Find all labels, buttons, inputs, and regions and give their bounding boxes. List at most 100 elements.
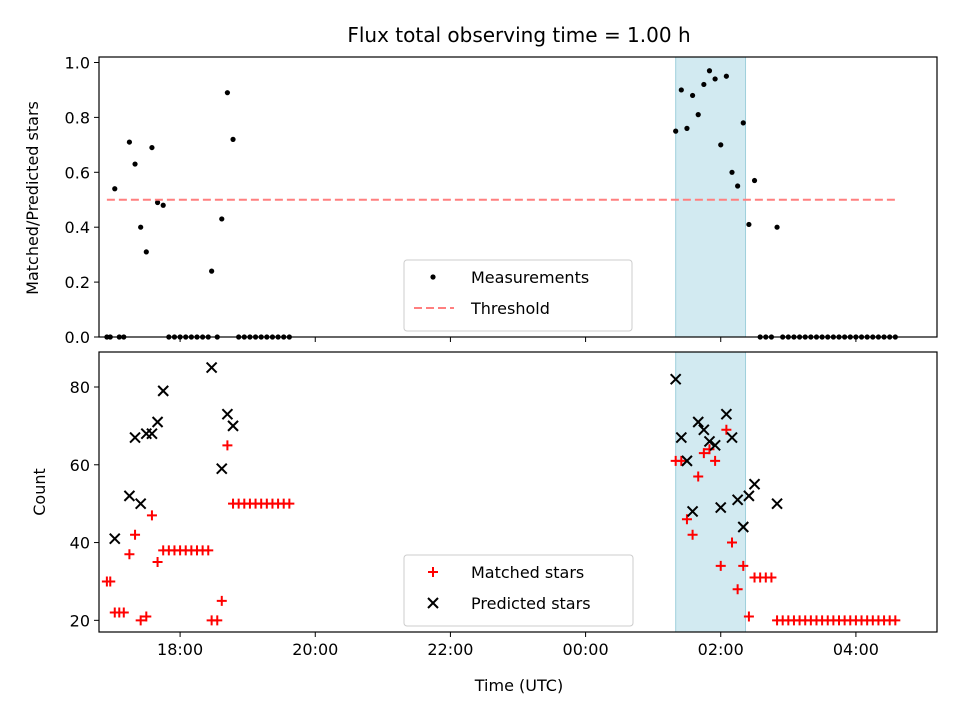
measurement-point (723, 73, 729, 79)
matched-star-point (284, 498, 295, 509)
x-tick-label: 18:00 (157, 640, 203, 659)
predicted-star-point (151, 416, 164, 428)
bottom-y-axis-label: Count (30, 468, 49, 516)
measurement-point (735, 183, 741, 189)
matched-star-point (890, 615, 901, 626)
bottom-y-tick-label: 60 (70, 456, 90, 475)
predicted-star-point (134, 497, 147, 510)
top-y-tick-label: 0.4 (65, 218, 90, 237)
predicted-star-point (146, 427, 158, 440)
top-y-tick-label: 0.0 (65, 328, 90, 347)
bottom-highlight-span (675, 351, 747, 633)
measurement-point (132, 161, 138, 167)
measurement-point (112, 186, 118, 192)
matched-star-point (743, 611, 754, 622)
bottom-y-tick-label: 40 (70, 534, 90, 553)
measurement-point (143, 249, 149, 255)
measurement-point (695, 112, 701, 118)
measurement-point (154, 199, 161, 206)
bottom-panel: 20 40 60 80 18:00 20:00 22:00 00:00 02:00 04:00 Ma… (70, 351, 938, 659)
top-legend-box (403, 259, 633, 332)
measurement-point (160, 202, 166, 208)
predicted-star-point (227, 420, 239, 432)
x-tick-label: 20:00 (292, 640, 338, 659)
top-y-tick-label: 1.0 (65, 53, 90, 72)
measurement-point (678, 87, 684, 93)
matched-star-point (681, 514, 692, 525)
measurement-point (729, 169, 735, 175)
matched-star-point (721, 424, 732, 435)
matched-star-point (727, 537, 738, 548)
measurement-point (219, 216, 225, 222)
predicted-star-point (681, 455, 693, 467)
measurement-point (684, 125, 690, 131)
predicted-star-point (669, 373, 682, 385)
predicted-star-point (748, 478, 761, 490)
measurement-point (126, 139, 133, 145)
measurement-point (712, 76, 718, 82)
matched-star-point (130, 529, 141, 540)
predicted-star-point (675, 431, 688, 444)
measurement-point (224, 90, 231, 96)
x-tick-label: 22:00 (427, 640, 473, 659)
matched-star-point (698, 448, 709, 459)
matched-star-point (105, 576, 116, 587)
measurement-point (706, 68, 713, 74)
matched-star-point (732, 584, 743, 595)
matched-star-point (135, 615, 146, 626)
predicted-star-point (686, 505, 699, 518)
predicted-star-point (123, 490, 136, 502)
matched-star-point (146, 510, 157, 521)
x-tick-label: 04:00 (833, 640, 879, 659)
matched-star-point (738, 560, 749, 571)
matched-star-point (710, 455, 721, 466)
bottom-legend-box (403, 554, 634, 627)
predicted-star-point (771, 497, 783, 510)
matched-star-point (212, 615, 223, 626)
matched-star-point (766, 572, 777, 583)
bottom-series-1 (109, 361, 783, 545)
legend-entry-label: Predicted stars (471, 594, 591, 613)
matched-star-point (687, 529, 698, 540)
top-panel: 0.0 0.2 0.4 0.6 0.8 1.0 Measurements Threshold (65, 53, 938, 347)
measurement-point (718, 142, 724, 148)
predicted-star-point (221, 408, 234, 420)
matched-star-point (124, 549, 135, 560)
matched-star-point (704, 444, 715, 455)
predicted-star-point (731, 494, 744, 506)
predicted-star-point (157, 385, 169, 397)
measurement-point (774, 224, 780, 230)
x-tick-label: 00:00 (563, 640, 609, 659)
top-y-tick-label: 0.8 (65, 108, 90, 127)
legend-matched-swatch (428, 567, 438, 577)
predicted-star-point (715, 501, 727, 514)
bottom-legend: Matched stars Predicted stars (403, 554, 634, 627)
measurement-point (701, 81, 707, 88)
matched-star-point (222, 440, 233, 451)
predicted-star-point (216, 462, 228, 475)
chart-title: Flux total observing time = 1.00 h (347, 23, 690, 47)
predicted-star-point (737, 521, 749, 533)
legend-entry-label: Threshold (470, 299, 550, 318)
legend-measurement-swatch (430, 274, 436, 280)
matched-star-point (693, 471, 704, 482)
measurement-point (149, 144, 155, 151)
predicted-star-point (726, 431, 738, 444)
measurement-point (138, 224, 144, 230)
top-series-0 (104, 68, 898, 340)
bottom-series-0 (101, 424, 901, 626)
matched-star-point (152, 557, 163, 567)
matched-star-point (216, 595, 227, 606)
bottom-y-tick-label: 80 (70, 378, 90, 397)
predicted-star-point (743, 490, 755, 502)
legend-entry-label: Measurements (471, 268, 589, 287)
measurement-point (740, 120, 746, 126)
top-highlight-span (675, 56, 747, 338)
predicted-star-point (205, 361, 218, 374)
predicted-star-point (109, 532, 121, 545)
predicted-star-point (720, 408, 733, 420)
top-y-axis-label: Matched/Predicted stars (23, 101, 42, 295)
predicted-star-point (703, 435, 716, 448)
bottom-axes-frame (98, 351, 938, 633)
